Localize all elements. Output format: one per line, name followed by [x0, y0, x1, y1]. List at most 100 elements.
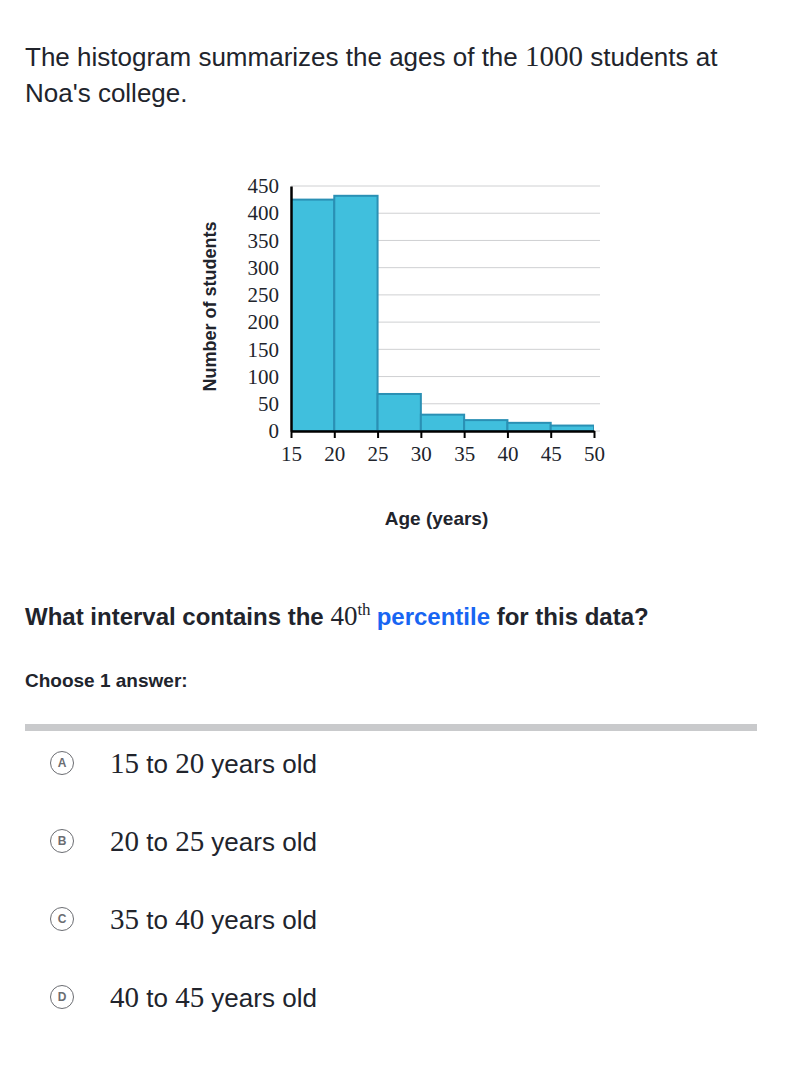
x-tick: 50 [584, 431, 605, 466]
x-tick-label: 15 [281, 442, 302, 466]
text: years old [204, 983, 317, 1013]
math-number: 35 [110, 903, 139, 935]
choice-letter: C [50, 907, 74, 931]
grid [291, 186, 600, 431]
text: What interval contains the [25, 603, 330, 630]
divider [25, 724, 757, 731]
x-tick: 40 [497, 431, 518, 466]
x-tick-label: 45 [541, 442, 562, 466]
text: to [139, 905, 175, 935]
histogram-bar [421, 415, 464, 431]
math-number: 15 [110, 747, 139, 779]
y-tick-label: 450 [248, 174, 280, 198]
y-tick: 200 [248, 310, 292, 334]
x-tick-mark [377, 431, 379, 438]
text: years old [204, 827, 317, 857]
answer-choice[interactable]: B 20 to 25 years old [50, 821, 317, 861]
y-tick: 50 [258, 392, 291, 416]
histogram-bar [551, 426, 594, 431]
text: years old [204, 749, 317, 779]
y-tick-label: 50 [258, 392, 279, 416]
text: to [139, 827, 175, 857]
x-tick: 30 [411, 431, 432, 466]
y-axis: 0 50 100 150 200 250 300 350 400 450 [248, 174, 292, 443]
x-tick-mark [464, 431, 466, 438]
x-axis-title: Age (years) [385, 508, 489, 529]
glossary-link[interactable]: percentile [377, 603, 490, 630]
y-axis-title: Number of students [200, 221, 220, 391]
x-tick: 15 [281, 431, 302, 466]
y-axis-line [290, 187, 293, 432]
histogram-bar [378, 394, 421, 431]
grid-line [291, 431, 600, 432]
math-number: 20 [175, 747, 204, 779]
histogram-bar [291, 200, 334, 431]
x-tick: 35 [454, 431, 475, 466]
y-tick: 100 [248, 365, 292, 389]
chart: 0 50 100 150 200 250 300 350 400 450 15 20 25 30 35 40 4… [0, 0, 805, 560]
x-tick-mark [291, 431, 293, 438]
x-tick-mark [550, 431, 552, 438]
x-tick-label: 40 [497, 442, 518, 466]
y-tick-label: 100 [248, 365, 280, 389]
y-tick-label: 150 [248, 338, 280, 362]
math-number: 45 [175, 981, 204, 1013]
x-tick-label: 20 [324, 442, 345, 466]
x-tick-label: 35 [454, 442, 475, 466]
answer-choice[interactable]: A 15 to 20 years old [50, 743, 317, 783]
choice-text: 20 to 25 years old [110, 825, 317, 858]
answer-choice[interactable]: D 40 to 45 years old [50, 977, 317, 1017]
math-number: 1000 [525, 40, 583, 72]
math-number: 40 [175, 903, 204, 935]
x-tick: 45 [541, 431, 562, 466]
math-number: 25 [175, 825, 204, 857]
y-tick-label: 0 [269, 419, 280, 443]
y-tick-label: 350 [248, 229, 280, 253]
x-axis: 15 20 25 30 35 40 45 50 [281, 431, 605, 466]
histogram-bar [507, 423, 550, 431]
text: to [139, 749, 175, 779]
y-tick-label: 250 [248, 283, 280, 307]
x-tick-label: 25 [368, 442, 389, 466]
choice-text: 35 to 40 years old [110, 903, 317, 936]
plot-area [291, 196, 594, 431]
x-tick-mark [594, 431, 596, 438]
y-tick: 250 [248, 283, 292, 307]
question: What interval contains the 40th percentil… [25, 592, 795, 635]
y-tick: 0 [269, 419, 292, 443]
y-tick: 350 [248, 229, 292, 253]
text: years old [204, 905, 317, 935]
math-number: 20 [110, 825, 139, 857]
text: The histogram summarizes the ages of the [25, 42, 525, 72]
text: to [139, 983, 175, 1013]
grid-line [291, 186, 600, 187]
y-tick-label: 300 [248, 256, 280, 280]
x-tick-label: 30 [411, 442, 432, 466]
answer-choice[interactable]: C 35 to 40 years old [50, 899, 317, 939]
choice-letter: A [50, 751, 74, 775]
x-tick: 20 [324, 431, 345, 466]
intro: The histogram summarizes the ages of the… [25, 38, 780, 111]
x-tick: 25 [368, 431, 389, 466]
math-number: 40 [110, 981, 139, 1013]
choice-text: 15 to 20 years old [110, 747, 317, 780]
histogram-bar [334, 196, 377, 431]
x-axis-line [292, 430, 595, 433]
choice-letter: D [50, 985, 74, 1009]
x-tick-mark [334, 431, 336, 438]
text: for this data? [490, 603, 649, 630]
superscript: th [357, 600, 370, 619]
y-tick: 150 [248, 338, 292, 362]
choice-letter: B [50, 829, 74, 853]
y-tick: 400 [248, 201, 292, 225]
y-tick: 450 [248, 174, 292, 198]
y-tick-label: 200 [248, 310, 280, 334]
x-tick-mark [420, 431, 422, 438]
y-tick-label: 400 [248, 201, 280, 225]
y-tick: 300 [248, 256, 292, 280]
prompt: Choose 1 answer: [25, 670, 188, 692]
math-number: 40th [330, 601, 370, 631]
x-tick-mark [507, 431, 509, 438]
histogram-bar [464, 420, 507, 431]
choice-text: 40 to 45 years old [110, 981, 317, 1014]
